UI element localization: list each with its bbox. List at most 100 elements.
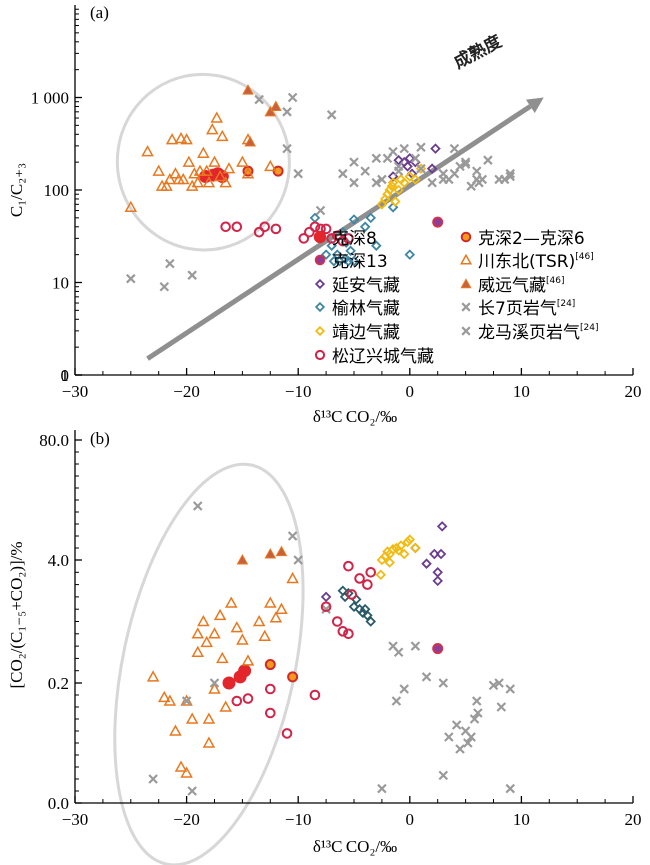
- yulin-point-a-0: [309, 212, 321, 224]
- panel-a-y-tick-label-4: 1 000: [31, 89, 69, 108]
- songliao-point-b-1: [242, 693, 254, 704]
- chuandongbei-point-b-17: [216, 651, 229, 664]
- panel-b-y-axis-label: [CO₂/(C₁₋₅+CO₂)]/%: [7, 541, 26, 688]
- chuandongbei-point-b-28: [286, 571, 299, 584]
- legend-marker-jingbian: [314, 325, 326, 337]
- changqi-point-a-22: [449, 168, 460, 179]
- jingbian-point-a-9: [398, 177, 410, 188]
- changqi-point-b-1: [181, 696, 192, 706]
- chuandongbei-point-a-25: [219, 176, 232, 188]
- chuandongbei-point-a-21: [208, 155, 221, 167]
- changqi-point-b-6: [293, 555, 303, 565]
- longmaxi-point-a-13: [483, 155, 493, 165]
- ellipse-b: [113, 462, 305, 865]
- chuandongbei-point-a-6: [165, 133, 179, 145]
- longmaxi-point-a-16: [505, 171, 516, 182]
- changqi-point-a-19: [416, 163, 426, 174]
- chuandongbei-point-a-12: [182, 155, 196, 167]
- legend-ref-chuandongbei: [46]: [575, 252, 593, 262]
- panel-a-label: (a): [90, 3, 109, 22]
- yanan-point-b-2: [421, 558, 432, 569]
- longmaxi-point-b-5: [451, 720, 462, 730]
- songliao-point-a-0: [220, 221, 231, 233]
- songliao-point-a-2: [253, 226, 265, 238]
- legend-marker-kesen13: [314, 254, 326, 266]
- panel-b-ellipse: [113, 462, 305, 865]
- legend-marker-chuandongbei: [459, 253, 473, 265]
- songliao-point-a-12: [337, 235, 349, 247]
- chuandongbei-point-a-13: [185, 179, 199, 191]
- chuandongbei-point-a-9: [174, 131, 188, 144]
- legend-marker-changqi: [461, 302, 471, 312]
- changqi-point-b-18: [505, 684, 516, 694]
- weiyuan-point-a-3: [270, 100, 282, 111]
- longmaxi-point-a-17: [505, 168, 516, 179]
- longmaxi-point-b-2: [391, 696, 402, 706]
- panel-b-axes: −30 −20 −10 0 10 20 0.0 0.2 4.0 80.0: [39, 430, 642, 829]
- jingbian-point-a-7: [393, 184, 404, 196]
- chuandongbei-point-b-10: [197, 614, 210, 627]
- yanan-point-b-0: [320, 591, 332, 603]
- legend-label-changqi: 长7页岩气[24]: [478, 299, 575, 319]
- chuandongbei-point-b-21: [236, 633, 249, 645]
- jingbian-point-b-13: [384, 557, 395, 568]
- jingbian-point-b-10: [404, 534, 416, 545]
- longmaxi-point-a-2: [377, 174, 387, 185]
- legend-label-yulin: 榆林气藏: [332, 299, 400, 319]
- songliao-point-a-9: [320, 223, 332, 235]
- chuandongbei-point-a-0: [124, 200, 138, 213]
- longmaxi-point-a-5: [416, 142, 426, 153]
- panel-a-x-tick-label-0: −30: [62, 382, 89, 401]
- changqi-point-a-17: [399, 143, 409, 154]
- panel-b-y-tick-label-2: 4.0: [48, 551, 69, 570]
- changqi-point-a-13: [349, 157, 359, 167]
- changqi-point-a-18: [410, 153, 421, 164]
- songliao-point-b-14: [365, 567, 377, 578]
- panel-b-y-tick-label-3: 80.0: [39, 431, 69, 450]
- panel-a-y-tick-label-3: 100: [44, 181, 70, 200]
- changqi-point-b-20: [377, 783, 387, 794]
- panel-a-y-tick-label-0: 0: [61, 366, 70, 385]
- chuandongbei-point-b-2: [163, 694, 177, 706]
- weiyuan-point-a-0: [242, 84, 254, 95]
- changqi-point-b-19: [505, 783, 516, 794]
- longmaxi-point-b-3: [399, 684, 409, 694]
- songliao-point-b-9: [343, 628, 354, 640]
- jingbian-point-b-4: [387, 543, 399, 555]
- longmaxi-point-a-8: [449, 143, 460, 154]
- chuandongbei-point-a-2: [152, 164, 165, 176]
- legend-label-weiyuan: 威远气藏[46]: [478, 276, 564, 296]
- weiyuan-point-b-2: [275, 545, 288, 557]
- legend-marker-kesen8: [313, 230, 327, 244]
- longmaxi-point-a-0: [360, 166, 370, 176]
- changqi-point-b-5: [287, 531, 298, 541]
- legend-marker-longmaxi: [461, 326, 471, 336]
- yanan-point-a-4: [404, 153, 416, 164]
- changqi-point-b-4: [209, 678, 220, 688]
- changqi-point-b-13: [469, 714, 480, 724]
- chuandongbei-point-b-1: [158, 690, 171, 703]
- yanan-point-b-3: [429, 548, 440, 560]
- chuandongbei-point-b-26: [269, 611, 283, 623]
- legend-label-kesen2_6: 克深2—克深6: [478, 229, 585, 249]
- yulin-point-b-3: [348, 601, 360, 613]
- songliao-point-a-6: [304, 226, 315, 238]
- changqi-point-a-0: [126, 273, 136, 284]
- yulin-point-a-14: [365, 212, 377, 224]
- jingbian-point-a-6: [390, 196, 401, 207]
- longmaxi-point-b-1: [388, 641, 398, 651]
- panel-a-x-tick-label-4: 10: [513, 382, 530, 401]
- panel-b-points: [146, 501, 516, 796]
- weiyuan-point-b-0: [236, 553, 249, 565]
- kesen2_6-point-b-1: [287, 671, 299, 683]
- legend-marker-yulin: [314, 301, 326, 313]
- chuandongbei-point-b-9: [191, 627, 205, 639]
- yulin-point-b-9: [365, 616, 377, 627]
- changqi-point-a-4: [254, 94, 264, 105]
- chuandongbei-point-a-5: [163, 172, 177, 185]
- chuandongbei-point-a-7: [169, 167, 182, 179]
- jingbian-point-a-10: [404, 171, 416, 182]
- panel-b-x-tick-label-1: −20: [173, 810, 200, 829]
- legend-marker-weiyuan: [460, 278, 472, 289]
